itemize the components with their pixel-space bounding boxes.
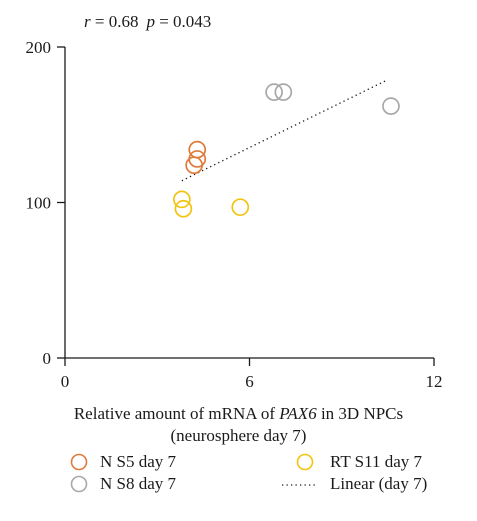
x-axis-label-line2: (neurosphere day 7) (170, 426, 307, 445)
y-tick-label: 100 (26, 194, 52, 213)
trendline (181, 79, 389, 182)
legend-marker (70, 453, 88, 471)
x-axis-label-gene: PAX6 (279, 404, 317, 423)
legend-swatches (70, 453, 318, 493)
r-symbol: r (84, 12, 91, 31)
p-value: = 0.043 (155, 12, 211, 31)
data-point (231, 198, 250, 217)
x-axis-label-part1: Relative amount of mRNA of (73, 404, 280, 423)
y-tick-label: 200 (26, 38, 52, 57)
p-symbol: p (145, 12, 155, 31)
x-tick-label: 6 (245, 372, 254, 391)
x-tick-label: 0 (61, 372, 70, 391)
data-point (174, 199, 193, 218)
x-axis-label-line1: Relative amount of mRNA of PAX6 in 3D NP… (0, 403, 477, 425)
data-point (265, 83, 283, 101)
y-tick-label: 0 (43, 349, 52, 368)
data-point (382, 97, 400, 115)
trendline-layer (181, 79, 389, 182)
data-point (188, 140, 207, 159)
r-value: = 0.68 (91, 12, 139, 31)
legend-marker (70, 475, 88, 493)
x-axis-label-part3: in 3D NPCs (316, 404, 404, 423)
x-axis-label: Relative amount of mRNA of PAX6 in 3D NP… (0, 403, 477, 447)
legend-marker (296, 453, 314, 471)
points-layer (173, 83, 400, 218)
axes: 0 100 200 0 6 12 (26, 38, 443, 391)
data-point (185, 156, 203, 175)
x-tick-label: 12 (426, 372, 443, 391)
data-point (173, 190, 191, 209)
data-point (274, 83, 293, 101)
correlation-annotation: r = 0.68 p = 0.043 (84, 12, 211, 31)
